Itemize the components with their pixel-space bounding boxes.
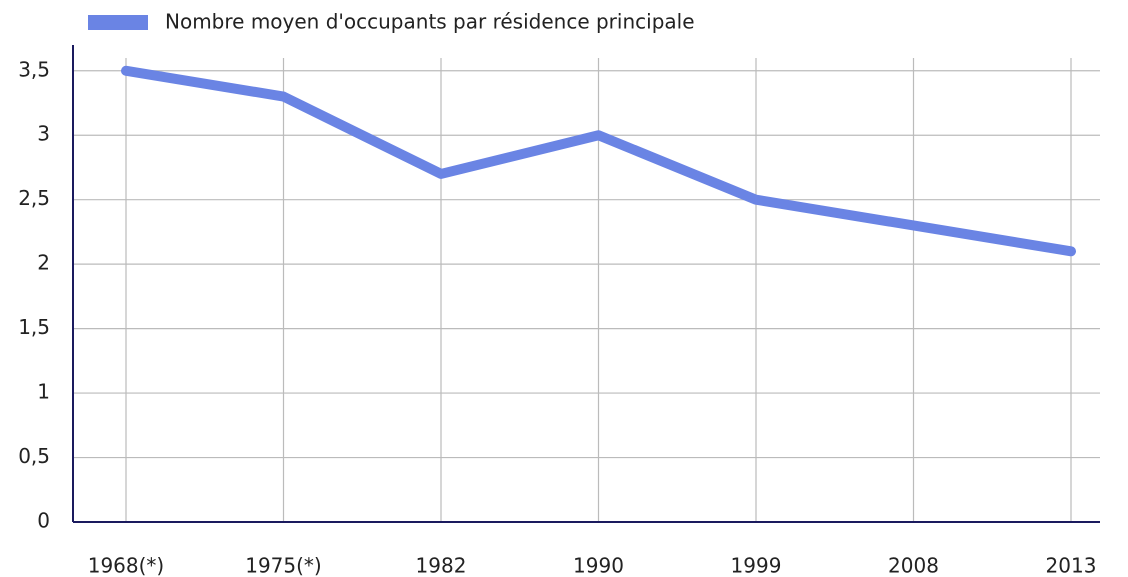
y-tick-label: 3 (37, 122, 50, 146)
y-tick-label: 3,5 (18, 57, 50, 81)
x-tick-label: 1990 (573, 554, 624, 577)
x-tick-label: 1982 (416, 554, 467, 577)
x-tick-label: 1999 (731, 554, 782, 577)
y-tick-label: 1,5 (18, 315, 50, 339)
y-tick-label: 1 (37, 380, 50, 404)
y-tick-label: 2,5 (18, 186, 50, 210)
legend-swatch (88, 15, 148, 30)
y-tick-label: 0 (37, 509, 50, 533)
x-tick-label: 2008 (888, 554, 939, 577)
x-tick-label: 1975(*) (245, 554, 322, 577)
y-tick-label: 2 (37, 251, 50, 275)
legend-label: Nombre moyen d'occupants par résidence p… (165, 10, 695, 34)
x-tick-label: 2013 (1046, 554, 1097, 577)
x-tick-label: 1968(*) (88, 554, 165, 577)
data-line (121, 65, 1076, 257)
y-tick-label: 0,5 (18, 444, 50, 468)
